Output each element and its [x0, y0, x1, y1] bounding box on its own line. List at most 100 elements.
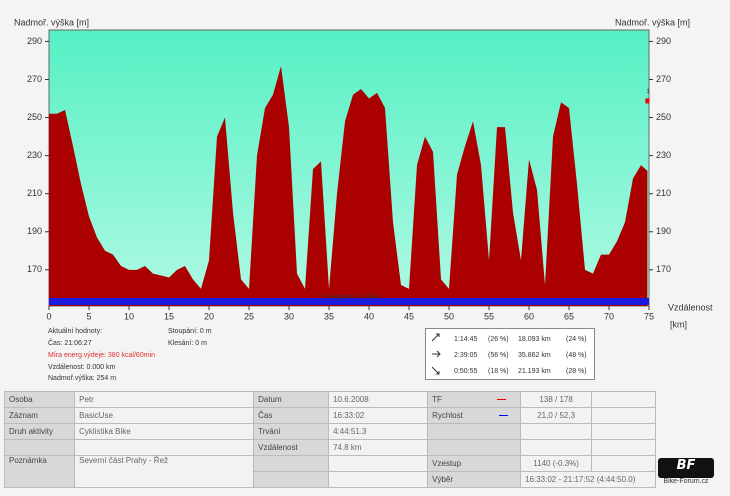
current-elevation: Nadmoř.výška: 254 m	[48, 375, 117, 382]
cell	[328, 455, 429, 472]
cell	[591, 439, 656, 456]
x-tick-label: 20	[204, 311, 214, 321]
x-tick-label: 25	[244, 311, 254, 321]
x-tick-label: 70	[604, 311, 614, 321]
cell	[253, 471, 330, 488]
cell	[3, 439, 76, 456]
cell: 10.6.2008	[328, 391, 429, 408]
cell	[591, 455, 656, 472]
logo: BF Bike-Forum.cz	[658, 458, 714, 488]
stats-cell: (26 %)	[488, 336, 509, 343]
current-distance: Vzdálenost: 0.000 km	[48, 364, 116, 371]
x-tick-label: 50	[444, 311, 454, 321]
cell	[591, 423, 656, 440]
arrow-icons	[431, 333, 441, 375]
x-tick-label: 5	[86, 311, 91, 321]
current-time: Čas: 21:06:27	[48, 340, 92, 347]
stats-cell: 18.093 km	[518, 336, 551, 343]
cell: Cyklistika Bike	[74, 423, 255, 440]
cell: BasicUse	[74, 407, 255, 424]
stats-cell: 21.193 km	[518, 368, 551, 375]
current-descent: Klesání: 0 m	[168, 340, 207, 347]
current-climb: Stoupání: 0 m	[168, 328, 212, 335]
legend-line	[496, 399, 506, 401]
cell	[427, 439, 522, 456]
x-tick-label: 30	[284, 311, 294, 321]
x-tick-label: 75	[644, 311, 654, 321]
stats-cell: (28 %)	[566, 368, 587, 375]
x-axis-title: Vzdálenost	[668, 302, 713, 312]
logo-mark: BF	[658, 458, 714, 478]
cell: Záznam	[3, 407, 76, 424]
cell: Druh aktivity	[3, 423, 76, 440]
legend-line	[498, 415, 508, 417]
y-tick-label: 270	[27, 74, 42, 84]
x-tick-label: 10	[124, 311, 134, 321]
x-tick-label: 15	[164, 311, 174, 321]
cell	[427, 423, 522, 440]
cell: 138 / 178	[520, 391, 593, 408]
cell	[591, 391, 656, 408]
cell: Datum	[253, 391, 330, 408]
x-tick-label: 40	[364, 311, 374, 321]
current-energy: Míra energ.výdeje: 380 kcal/60min	[48, 352, 155, 359]
cell: TF	[427, 391, 522, 408]
cell: 16:33:02	[328, 407, 429, 424]
stats-cell: 0:50:55	[454, 368, 478, 375]
stats-cell: 2:39:05	[454, 352, 478, 359]
y-tick-label: 170	[27, 264, 42, 274]
marker	[645, 98, 650, 104]
cell: 21,0 / 52,3	[520, 407, 593, 424]
cell: 1140 (-0.3%)	[520, 455, 593, 472]
stats-cell: (56 %)	[488, 352, 509, 359]
cell: Vzdálenost	[253, 439, 330, 456]
y2-tick-label: 250	[656, 112, 671, 122]
logo-text: Bike-Forum.cz	[663, 478, 709, 485]
stats-cell: (18 %)	[488, 368, 509, 375]
cell	[591, 407, 656, 424]
cell-text: Rychlost	[432, 411, 463, 420]
current-title: Aktuální hodnoty:	[48, 328, 103, 335]
stats-cell: (24 %)	[566, 336, 587, 343]
y2-tick-label: 230	[656, 150, 671, 160]
cell	[328, 471, 429, 488]
y2-tick-label: 190	[656, 226, 671, 236]
x-tick-label: 55	[484, 311, 494, 321]
x-tick-label: 0	[46, 311, 51, 321]
y-tick-label: 190	[27, 226, 42, 236]
cell: 74.8 km	[328, 439, 429, 456]
stats-cell: 1:14:45	[454, 336, 478, 343]
x-tick-label: 45	[404, 311, 414, 321]
x-tick-label: 60	[524, 311, 534, 321]
cell: Poznámka	[3, 455, 76, 488]
cell: Čas	[253, 407, 330, 424]
x-tick-label: 35	[324, 311, 334, 321]
cell	[520, 423, 593, 440]
cell	[520, 439, 593, 456]
x-axis-unit: [km]	[670, 319, 687, 329]
y2-tick-label: 170	[656, 264, 671, 274]
track-label: 178 segmentů, 74.8 km	[318, 294, 381, 301]
stats-cell: 35.862 km	[518, 352, 551, 359]
track-bar	[49, 298, 649, 305]
stats-cell: (48 %)	[566, 352, 587, 359]
cell: Severní část Prahy - Řež	[74, 455, 255, 488]
y-tick-label: 230	[27, 150, 42, 160]
y-tick-label: 250	[27, 112, 42, 122]
info-table: Osoba Petr Datum 10.6.2008 TF 138 / 178 Zázna…	[3, 391, 656, 488]
y2-tick-label: 210	[656, 188, 671, 198]
y2-axis-title: Nadmoř. výška [m]	[615, 17, 690, 27]
cell	[253, 455, 330, 472]
cell: Vzestup	[427, 455, 522, 472]
y2-tick-label: 270	[656, 74, 671, 84]
y-tick-label: 210	[27, 188, 42, 198]
marker-label: 1	[646, 89, 650, 95]
elevation-area	[49, 66, 648, 306]
chart: Nadmoř. výška [m] Nadmoř. výška [m] Vzdá…	[14, 17, 713, 329]
x-tick-label: 65	[564, 311, 574, 321]
cell: 4:44:51.3	[328, 423, 429, 440]
cell	[74, 439, 255, 456]
y2-tick-label: 290	[656, 36, 671, 46]
y-axis-title: Nadmoř. výška [m]	[14, 17, 89, 27]
